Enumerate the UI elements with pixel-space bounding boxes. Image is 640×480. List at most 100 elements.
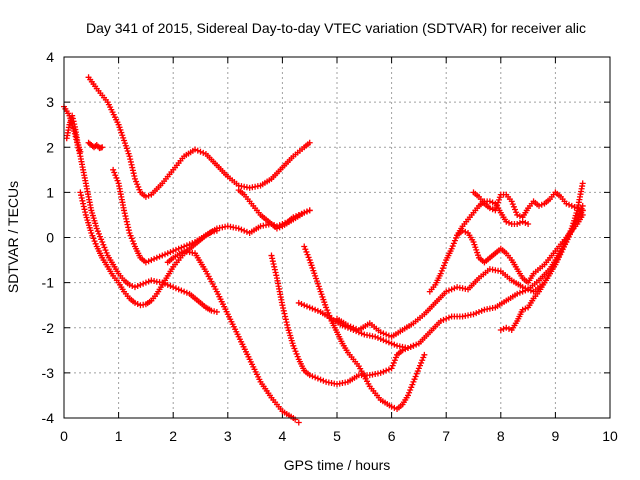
x-tick-label: 3	[224, 428, 232, 444]
data-point	[128, 235, 135, 242]
data-point	[314, 375, 321, 382]
data-point	[271, 263, 278, 270]
data-point	[568, 202, 575, 209]
data-point	[183, 242, 190, 249]
data-point	[95, 230, 102, 237]
data-point	[189, 240, 196, 247]
data-point	[164, 250, 171, 257]
data-point	[142, 259, 149, 266]
data-point	[151, 255, 158, 262]
data-point	[170, 284, 177, 291]
data-point	[80, 203, 87, 210]
data-point	[406, 389, 413, 396]
data-point	[450, 240, 457, 247]
data-point	[410, 378, 417, 385]
data-point	[98, 236, 105, 243]
data-point	[140, 280, 147, 287]
data-point	[516, 219, 523, 226]
data-point	[579, 180, 586, 187]
data-point	[127, 156, 134, 163]
data-point	[415, 365, 422, 372]
data-point	[383, 331, 390, 338]
data-point	[566, 230, 573, 237]
y-tick-label: -3	[42, 365, 55, 381]
data-point	[511, 206, 518, 213]
y-axis-label: SDTVAR / TECUs	[5, 181, 21, 293]
series-track-10	[426, 198, 532, 295]
data-point	[298, 301, 305, 308]
data-point	[91, 238, 98, 245]
data-point	[571, 204, 578, 211]
data-point	[419, 357, 426, 364]
data-point	[129, 167, 136, 174]
data-point	[451, 285, 458, 292]
data-point	[123, 218, 130, 225]
data-point	[445, 287, 452, 294]
data-point	[388, 403, 395, 410]
y-tick-label: 1	[46, 184, 54, 200]
data-point	[567, 228, 574, 235]
data-point	[200, 149, 207, 156]
x-tick-label: 9	[552, 428, 560, 444]
data-point	[280, 307, 287, 314]
data-point	[194, 147, 201, 154]
data-point	[519, 284, 526, 291]
data-point	[284, 321, 291, 328]
data-point	[453, 234, 460, 241]
tick-labels: 0 1 2 3 4 5 6 7 8 9 10 -4 -3 -2 -1 0 1 2 3 4	[42, 49, 618, 444]
data-point	[392, 354, 399, 361]
data-point	[438, 267, 445, 274]
data-point	[97, 233, 104, 240]
series-track-13	[497, 180, 586, 334]
data-point	[497, 327, 504, 334]
data-point	[270, 261, 277, 268]
data-point	[145, 278, 152, 285]
data-point	[148, 277, 155, 284]
data-point	[89, 232, 96, 239]
data-point	[563, 200, 570, 207]
data-point	[306, 207, 313, 214]
data-point	[156, 253, 163, 260]
data-point	[459, 227, 466, 234]
data-point	[81, 206, 88, 213]
data-point	[125, 224, 132, 231]
data-point	[291, 345, 298, 352]
data-point	[280, 305, 287, 312]
data-point	[470, 311, 477, 318]
data-point	[489, 199, 496, 206]
data-point	[383, 338, 390, 345]
data-point	[69, 115, 76, 122]
data-point	[71, 121, 78, 128]
data-point	[377, 329, 384, 336]
data-point	[475, 308, 482, 315]
data-point	[377, 369, 384, 376]
data-point	[508, 198, 515, 205]
data-point	[312, 306, 319, 313]
series-track-11	[470, 189, 586, 221]
data-point	[478, 307, 485, 314]
data-point	[514, 211, 521, 218]
data-point	[282, 219, 289, 226]
data-point	[293, 213, 300, 220]
data-point	[314, 307, 321, 314]
data-point	[389, 362, 396, 369]
data-point	[407, 387, 414, 394]
data-point	[451, 237, 458, 244]
data-point	[273, 272, 280, 279]
data-point	[306, 304, 313, 311]
data-point	[442, 259, 449, 266]
data-point	[269, 255, 276, 262]
chart-title: Day 341 of 2015, Sidereal Day-to-day VTE…	[86, 20, 586, 36]
data-point	[100, 241, 107, 248]
y-tick-label: -1	[42, 275, 55, 291]
data-point	[211, 308, 218, 315]
data-point	[124, 221, 131, 228]
data-point	[294, 353, 301, 360]
data-point	[527, 287, 534, 294]
data-point	[78, 192, 85, 199]
data-point	[305, 254, 312, 261]
data-point	[414, 368, 421, 375]
data-point	[309, 305, 316, 312]
data-point	[391, 357, 398, 364]
